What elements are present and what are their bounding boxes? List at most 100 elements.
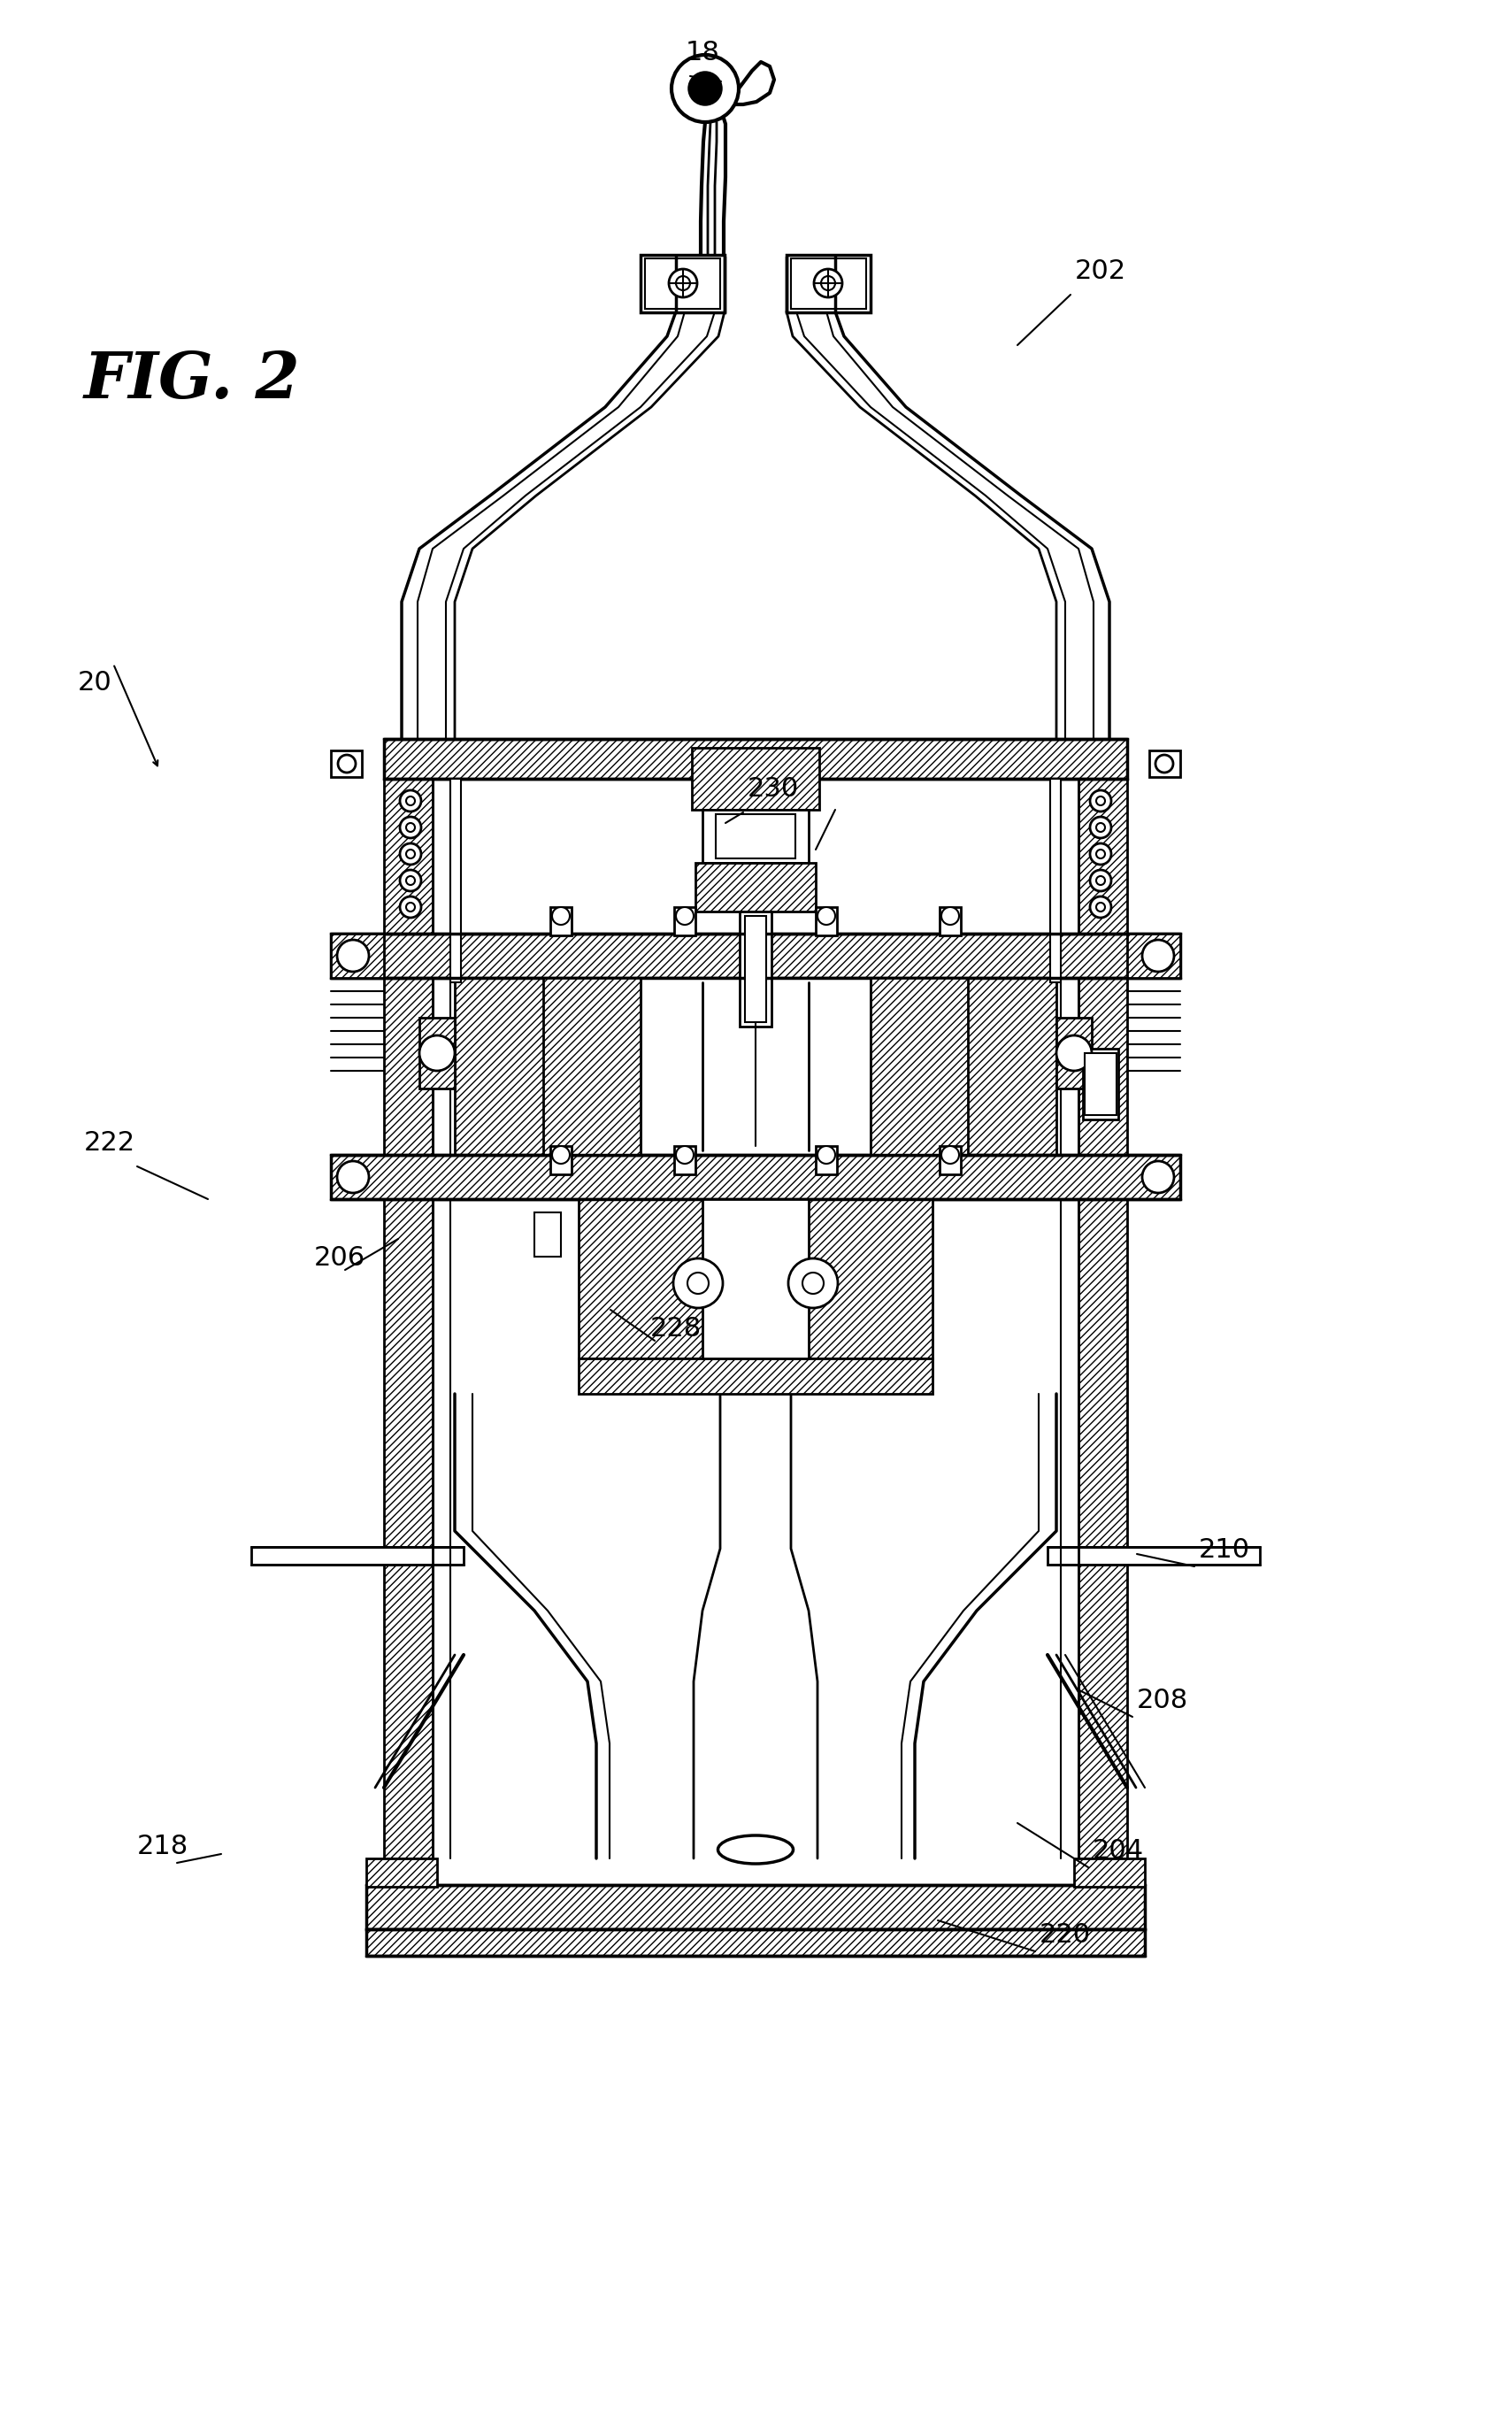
Bar xyxy=(1048,1546,1259,1566)
Bar xyxy=(791,258,866,309)
Bar xyxy=(786,255,871,314)
Circle shape xyxy=(552,1145,570,1164)
Circle shape xyxy=(1096,797,1105,805)
Bar xyxy=(1083,1048,1119,1121)
Bar xyxy=(703,810,809,863)
Text: 206: 206 xyxy=(314,1245,366,1271)
Bar xyxy=(384,739,1126,778)
Bar xyxy=(815,1145,838,1174)
Text: 208: 208 xyxy=(1137,1687,1188,1714)
Bar xyxy=(1057,1019,1092,1089)
Circle shape xyxy=(552,907,570,924)
Text: 218: 218 xyxy=(138,1833,189,1860)
Circle shape xyxy=(788,1259,838,1308)
Bar xyxy=(331,751,361,778)
Bar xyxy=(455,977,570,1155)
Circle shape xyxy=(1090,870,1111,892)
Bar xyxy=(543,977,641,1155)
Circle shape xyxy=(676,907,694,924)
Text: 228: 228 xyxy=(650,1315,702,1342)
Bar xyxy=(696,863,815,912)
Circle shape xyxy=(689,73,721,105)
Circle shape xyxy=(1142,941,1173,972)
Circle shape xyxy=(676,1145,694,1164)
Ellipse shape xyxy=(718,1835,794,1865)
Bar xyxy=(579,1198,933,1359)
Circle shape xyxy=(419,1036,455,1070)
Circle shape xyxy=(339,756,355,773)
Bar xyxy=(1078,778,1126,1857)
Bar xyxy=(251,1546,464,1566)
Text: FIG. 2: FIG. 2 xyxy=(85,348,301,411)
Bar xyxy=(1126,934,1181,977)
Circle shape xyxy=(407,902,414,912)
Circle shape xyxy=(337,1162,369,1194)
Bar xyxy=(739,912,771,1026)
Circle shape xyxy=(813,270,842,297)
Circle shape xyxy=(399,790,422,812)
Circle shape xyxy=(399,844,422,865)
Text: 20: 20 xyxy=(77,671,112,695)
Bar xyxy=(939,907,960,936)
Bar xyxy=(331,1155,1181,1198)
Bar xyxy=(331,934,384,977)
Bar xyxy=(550,907,572,936)
Bar xyxy=(692,749,820,810)
Circle shape xyxy=(1096,875,1105,885)
Circle shape xyxy=(1090,817,1111,839)
Bar xyxy=(419,1019,455,1089)
Text: 202: 202 xyxy=(1075,258,1126,284)
Text: 220: 220 xyxy=(1040,1923,1092,1947)
Bar xyxy=(641,255,724,314)
Bar xyxy=(674,907,696,936)
Text: 18: 18 xyxy=(685,39,720,66)
Bar xyxy=(451,778,461,982)
Circle shape xyxy=(399,897,422,919)
Circle shape xyxy=(1096,824,1105,831)
Circle shape xyxy=(407,797,414,805)
Bar xyxy=(366,1884,1145,1930)
Circle shape xyxy=(399,817,422,839)
Bar xyxy=(534,1213,561,1257)
Bar xyxy=(384,778,432,1857)
Circle shape xyxy=(407,848,414,858)
Bar xyxy=(815,907,838,936)
Text: 210: 210 xyxy=(1199,1536,1250,1563)
Bar xyxy=(1149,751,1181,778)
Bar xyxy=(939,1145,960,1174)
Circle shape xyxy=(337,941,369,972)
Circle shape xyxy=(942,907,959,924)
Text: 204: 204 xyxy=(1093,1838,1145,1865)
Bar xyxy=(366,1930,1145,1957)
Circle shape xyxy=(821,277,835,289)
Circle shape xyxy=(671,56,739,122)
Circle shape xyxy=(407,824,414,831)
Circle shape xyxy=(1142,1162,1173,1194)
Bar xyxy=(550,1145,572,1174)
Bar xyxy=(646,258,720,309)
Circle shape xyxy=(1096,848,1105,858)
Circle shape xyxy=(399,870,422,892)
Circle shape xyxy=(688,1271,709,1293)
Text: 230: 230 xyxy=(747,775,800,802)
Bar xyxy=(1074,1857,1145,1886)
Circle shape xyxy=(673,1259,723,1308)
Bar xyxy=(703,1198,809,1359)
Bar xyxy=(871,977,968,1155)
Bar xyxy=(745,916,767,1021)
Bar xyxy=(579,1359,933,1393)
Bar xyxy=(1084,1053,1116,1116)
Circle shape xyxy=(1090,790,1111,812)
Circle shape xyxy=(1057,1036,1092,1070)
Bar xyxy=(674,1145,696,1174)
Circle shape xyxy=(676,277,689,289)
Bar xyxy=(331,934,1181,977)
Circle shape xyxy=(818,1145,835,1164)
Text: 222: 222 xyxy=(85,1130,136,1155)
Bar xyxy=(715,814,795,858)
Circle shape xyxy=(668,270,697,297)
Bar xyxy=(366,1857,437,1886)
Circle shape xyxy=(942,1145,959,1164)
Bar xyxy=(1051,778,1061,982)
Circle shape xyxy=(1090,844,1111,865)
